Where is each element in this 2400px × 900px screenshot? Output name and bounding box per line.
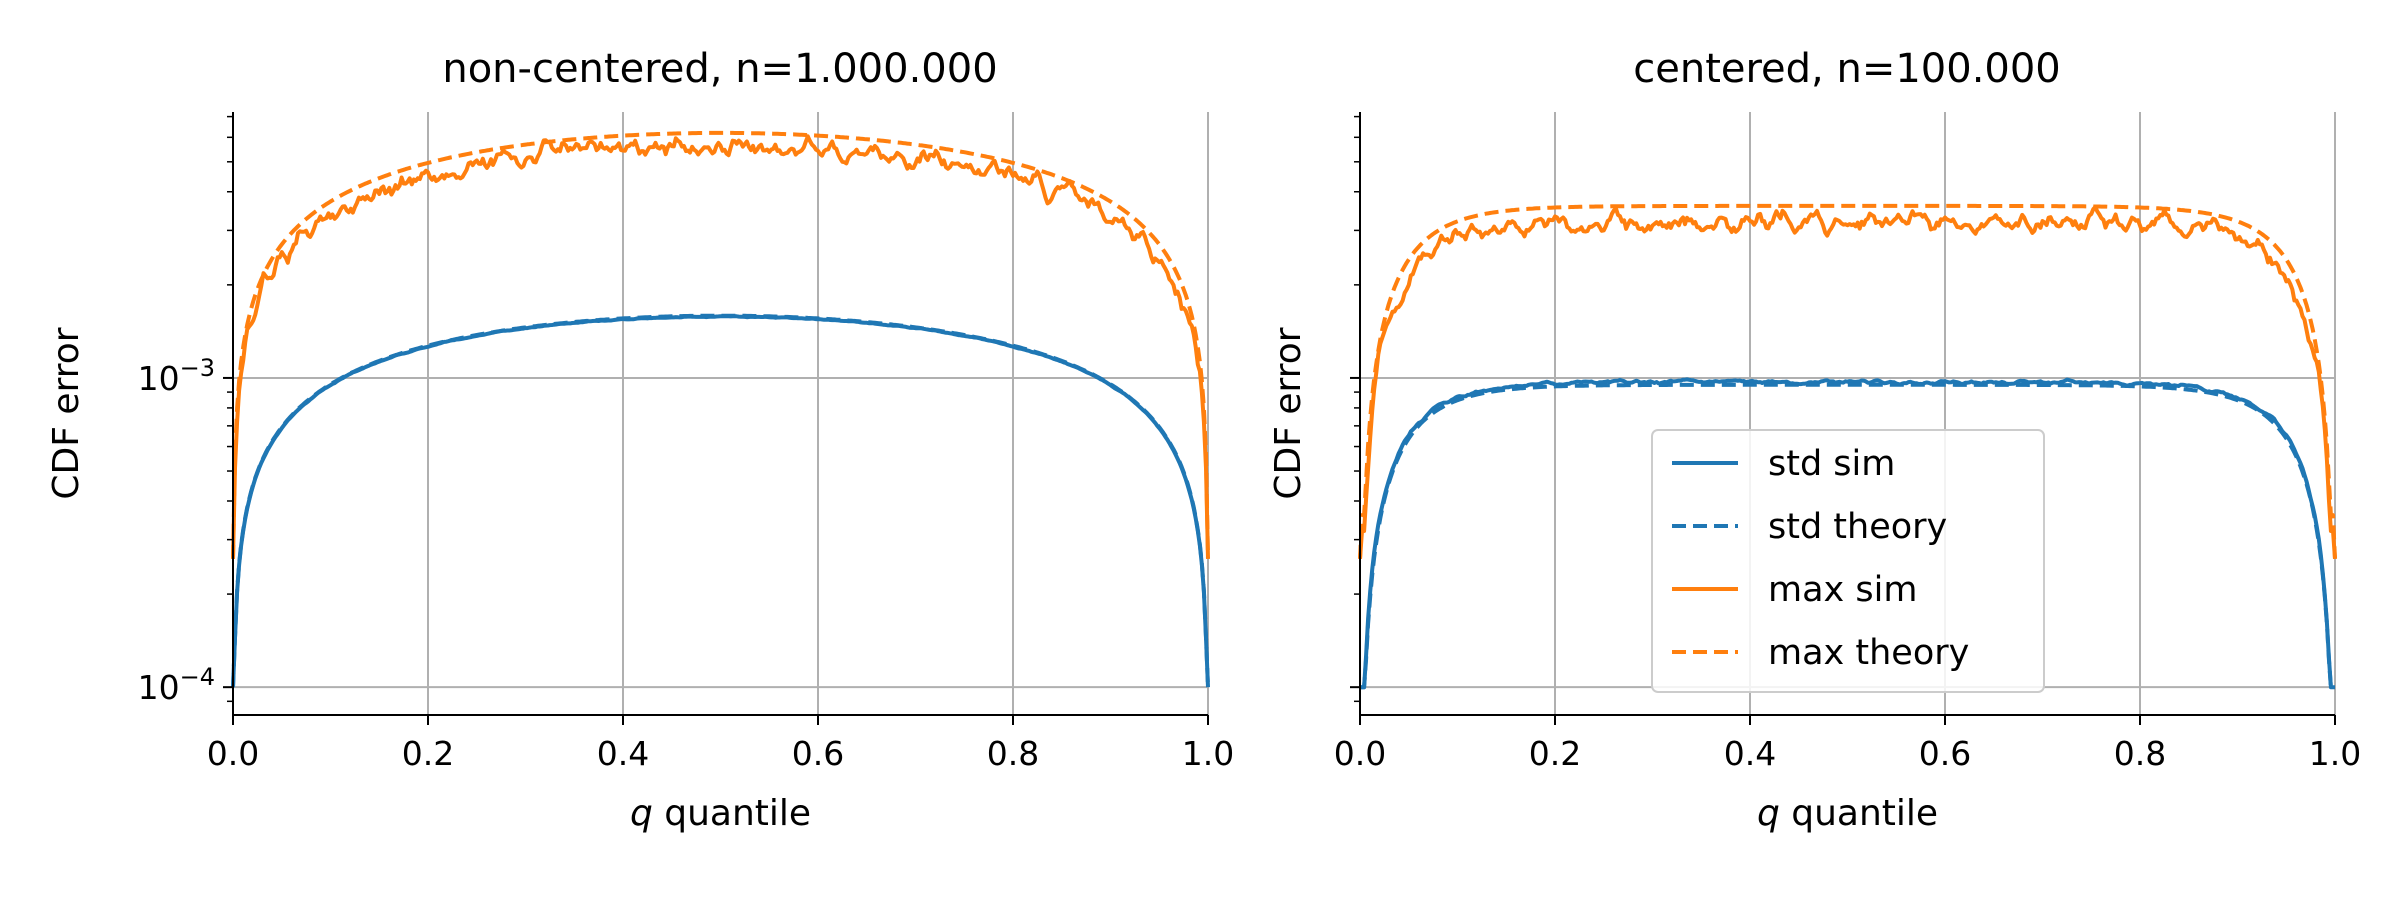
series-line-max-sim (1358, 205, 2337, 559)
x-axis-label-text: quantile (1780, 793, 1938, 834)
left-chart-panel: 0.0 0.2 0.4 0.6 0.8 1.010−410−3non-centered, … (46, 46, 1234, 834)
legend-label: max sim (1768, 570, 1917, 610)
y-tick-base: 10 (138, 668, 180, 707)
y-tick-exponent: −3 (180, 354, 215, 382)
series-line-max-theory (1358, 203, 2337, 559)
x-tick-label: 0.4 (1724, 734, 1776, 773)
x-tick-label: 0.2 (402, 734, 454, 773)
x-tick-label: 0.0 (1334, 734, 1386, 773)
y-tick-label: 10−3 (138, 354, 215, 398)
series-line-std-theory (1360, 382, 2335, 690)
x-axis-label: q quantile (630, 793, 811, 834)
x-tick-label: 0.0 (207, 734, 259, 773)
x-tick-label: 1.0 (2309, 734, 2361, 773)
y-axis-label: CDF error (46, 327, 87, 499)
x-tick-label: 0.6 (792, 734, 844, 773)
legend-label: max theory (1768, 633, 1969, 673)
x-axis-label-variable: q (1757, 793, 1780, 834)
series-line-max-sim (231, 134, 1210, 559)
y-tick-label: 10−4 (138, 663, 215, 707)
x-tick-label: 0.8 (987, 734, 1039, 773)
series-line-std-theory (231, 313, 1210, 688)
y-axis-label: CDF error (1268, 327, 1309, 499)
y-tick-exponent: −4 (180, 663, 215, 691)
x-axis-label-text: quantile (653, 793, 811, 834)
legend-label: std sim (1768, 444, 1895, 484)
legend-label: std theory (1768, 507, 1947, 547)
chart-title: non-centered, n=1.000.000 (442, 46, 997, 92)
y-tick-base: 10 (138, 359, 180, 398)
right-chart-panel: 0.0 0.2 0.4 0.6 0.8 1.0 centered, n=100.000 q q… (1268, 46, 2361, 834)
series-line-std-sim (231, 314, 1210, 688)
chart-title: centered, n=100.000 (1633, 46, 2061, 92)
x-tick-label: 0.6 (1919, 734, 1971, 773)
x-tick-label: 0.4 (597, 734, 649, 773)
x-tick-label: 0.2 (1529, 734, 1581, 773)
legend: std sim std theory max sim max theory (1651, 429, 2045, 693)
x-tick-label: 0.8 (2114, 734, 2166, 773)
x-axis-label-variable: q (630, 793, 653, 834)
x-axis-label: q quantile (1757, 793, 1938, 834)
x-tick-label: 1.0 (1182, 734, 1234, 773)
legend-frame (1651, 429, 2045, 693)
series-line-max-theory (231, 130, 1210, 559)
